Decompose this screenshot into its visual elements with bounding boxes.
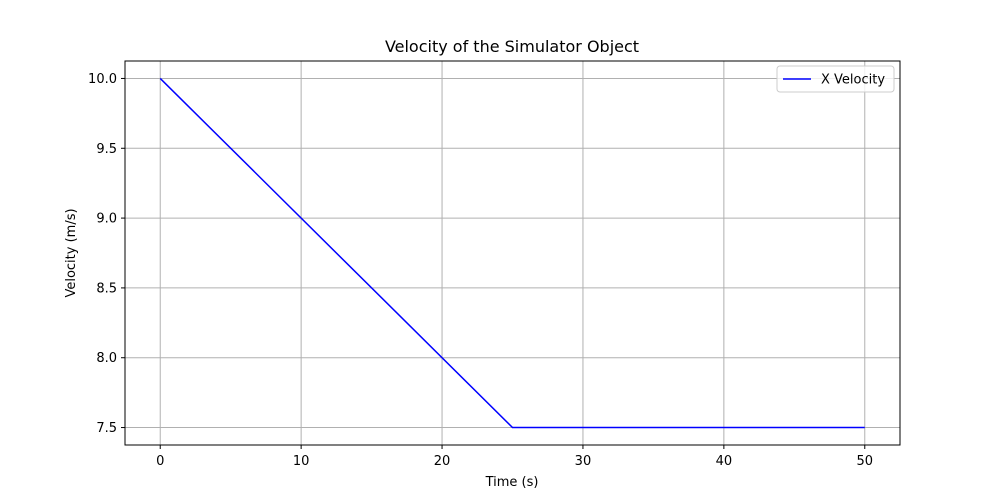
legend: X Velocity xyxy=(776,65,895,93)
x-tick-label: 0 xyxy=(156,454,164,469)
y-tick-label: 8.0 xyxy=(96,351,117,366)
x-axis-label: Time (s) xyxy=(485,475,539,490)
series-line-x-velocity xyxy=(159,77,865,429)
y-tick-label: 7.5 xyxy=(96,421,117,436)
x-tick-label: 10 xyxy=(293,454,310,469)
y-tick-label: 10.0 xyxy=(88,72,117,87)
y-axis: 7.5 8.0 8.5 9.0 9.5 10.0 xyxy=(88,72,125,436)
legend-label: X Velocity xyxy=(821,73,885,88)
x-tick-label: 40 xyxy=(716,454,733,469)
y-tick-label: 9.0 xyxy=(96,212,117,227)
chart-title: Velocity of the Simulator Object xyxy=(385,37,639,56)
x-tick-label: 20 xyxy=(434,454,451,469)
y-tick-label: 9.5 xyxy=(96,142,117,157)
x-tick-label: 50 xyxy=(856,454,873,469)
plot-area-frame xyxy=(124,60,901,446)
x-tick-label: 30 xyxy=(575,454,592,469)
legend-box xyxy=(776,65,895,93)
x-axis: 0 10 20 30 40 50 xyxy=(156,445,873,469)
data-series xyxy=(159,77,865,429)
y-tick-label: 8.5 xyxy=(96,281,117,296)
y-axis-label: Velocity (m/s) xyxy=(64,208,79,297)
